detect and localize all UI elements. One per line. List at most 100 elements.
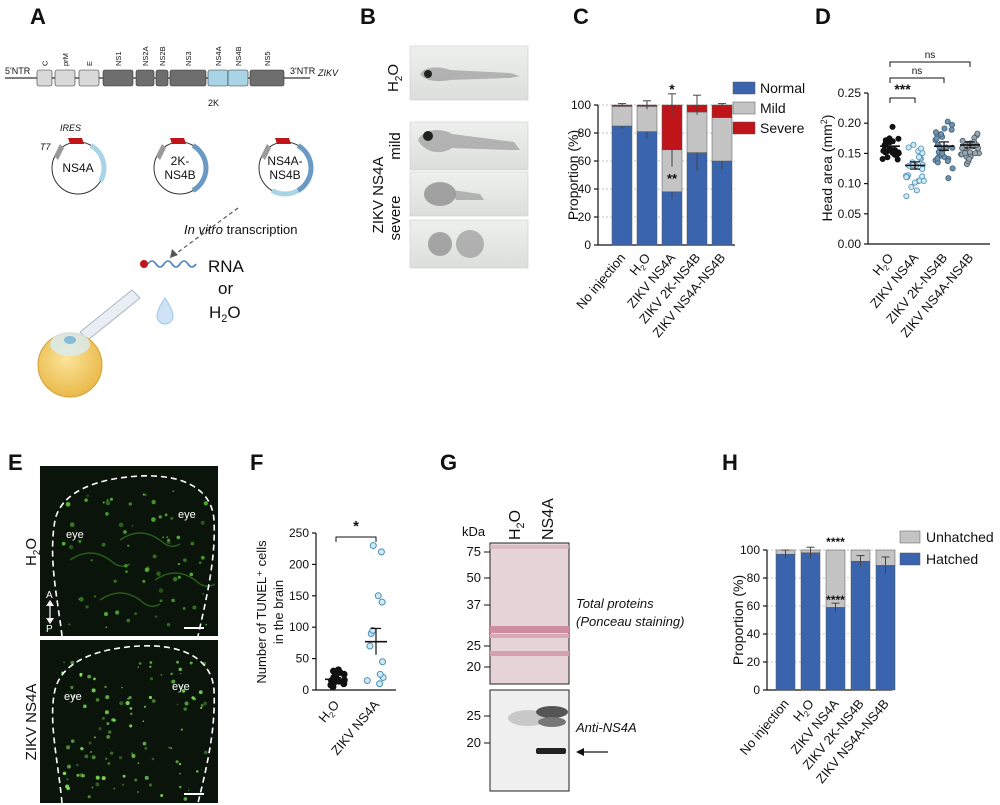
e-speck-top-29 bbox=[105, 626, 108, 629]
c-yticklabel-20: 20 bbox=[578, 210, 592, 224]
d-point-1-4 bbox=[911, 179, 918, 186]
e-speck-top-50 bbox=[166, 622, 171, 627]
d-point-1-22 bbox=[920, 178, 927, 185]
gene-box-NS4B bbox=[227, 69, 249, 87]
panel-e-label: E bbox=[8, 450, 23, 475]
e-speck-bottom-32 bbox=[84, 754, 89, 759]
gene-label-NS4A: NS4A bbox=[214, 46, 223, 66]
plasmid-insert-3 bbox=[296, 143, 314, 193]
e-speck-bottom-51 bbox=[107, 730, 112, 734]
d-yticklabel-0.20: 0.20 bbox=[838, 116, 862, 130]
e-axis-arrow-up bbox=[46, 600, 54, 606]
d-yticklabel-0.10: 0.10 bbox=[838, 177, 862, 191]
micropipette-icon bbox=[79, 289, 141, 341]
e-speck-top-11 bbox=[103, 612, 109, 617]
e-speck-bottom-70 bbox=[200, 703, 204, 707]
e-speck-top-63 bbox=[142, 493, 146, 496]
f-yticklabel-0: 0 bbox=[302, 683, 309, 697]
g-band-75 bbox=[490, 545, 569, 549]
gene-label-NS2B: NS2B bbox=[158, 46, 167, 66]
e-speck-bottom-71 bbox=[70, 685, 74, 690]
c-bar-severe-4 bbox=[711, 104, 733, 118]
g-western-blot bbox=[489, 689, 570, 792]
g-marker-bottom-20: 20 bbox=[467, 735, 481, 750]
d-point-1-24 bbox=[903, 174, 910, 181]
e-fluorescence bbox=[61, 490, 216, 801]
c-yticklabel-60: 60 bbox=[578, 154, 592, 168]
e-speck-top-61 bbox=[151, 517, 156, 522]
e-speck-top-38 bbox=[177, 562, 181, 566]
e-speck-top-33 bbox=[84, 498, 88, 502]
g-marker-bottom-25: 25 bbox=[467, 708, 481, 723]
h-yticklabel-20: 20 bbox=[747, 655, 761, 669]
e-speck-top-12 bbox=[152, 554, 157, 559]
e-speck-bottom-41 bbox=[87, 795, 91, 799]
e-eye-top-left: eye bbox=[66, 529, 84, 541]
plasmid-t7-2 bbox=[156, 144, 166, 160]
e-speck-bottom-93 bbox=[193, 697, 197, 701]
e-speck-bottom-38 bbox=[91, 755, 96, 760]
e-h2o-label: H2O bbox=[23, 538, 43, 566]
h-yticklabel-60: 60 bbox=[747, 599, 761, 613]
e-speck-top-69 bbox=[79, 596, 84, 602]
h-yticklabel-0: 0 bbox=[753, 683, 760, 697]
e-speck-bottom-103 bbox=[107, 762, 111, 765]
d-yticklabel-0.05: 0.05 bbox=[838, 207, 862, 221]
c-yticklabel-100: 100 bbox=[571, 98, 591, 112]
e-speck-top-67 bbox=[172, 490, 175, 492]
e-speck-top-10 bbox=[171, 598, 175, 603]
d-sig-3-bracket bbox=[889, 61, 971, 67]
panel-b: B H2O ZIKV NS4A mild severe bbox=[360, 4, 529, 269]
e-speck-top-66 bbox=[170, 516, 174, 520]
fish-severe-tail bbox=[452, 190, 484, 200]
d-point-2-19 bbox=[941, 125, 948, 132]
e-axis-a: A bbox=[46, 590, 53, 601]
panel-h-label: H bbox=[722, 450, 738, 475]
e-speck-bottom-77 bbox=[195, 770, 199, 773]
d-point-3-25 bbox=[972, 150, 979, 157]
c-legend-label-2: Severe bbox=[760, 120, 805, 136]
h-bar-hatched-4 bbox=[875, 565, 896, 691]
e-speck-bottom-35 bbox=[171, 679, 176, 684]
e-speck-bottom-3 bbox=[90, 751, 92, 753]
fish-mild-body bbox=[418, 130, 520, 153]
f-point-1-0 bbox=[376, 680, 384, 688]
e-speck-bottom-57 bbox=[122, 774, 126, 778]
d-point-3-2 bbox=[959, 137, 966, 144]
rna-cap bbox=[140, 260, 148, 268]
e-speck-bottom-108 bbox=[118, 755, 123, 760]
e-speck-top-31 bbox=[166, 536, 169, 539]
g-label-total: Total proteins bbox=[576, 596, 654, 611]
fish-normal-eye bbox=[424, 70, 432, 78]
e-speck-bottom-64 bbox=[151, 699, 156, 703]
f-yticklabel-150: 150 bbox=[289, 589, 309, 603]
fish-severe2-b bbox=[456, 230, 484, 258]
h-annot-1: **** bbox=[826, 535, 845, 549]
h-yticklabel-80: 80 bbox=[747, 571, 761, 585]
f-yticklabel-200: 200 bbox=[289, 557, 309, 571]
e-vessel-1 bbox=[119, 532, 181, 547]
e-speck-bottom-59 bbox=[93, 736, 96, 739]
c-yticklabel-40: 40 bbox=[578, 182, 592, 196]
e-speck-bottom-37 bbox=[176, 703, 179, 706]
g-markers-top: 75 50 37 25 20 bbox=[467, 544, 490, 674]
e-speck-bottom-89 bbox=[91, 688, 96, 693]
gene-box-NS2B bbox=[155, 69, 169, 87]
e-speck-bottom-87 bbox=[66, 778, 69, 781]
e-speck-top-14 bbox=[134, 612, 138, 616]
e-speck-top-45 bbox=[200, 520, 205, 525]
panel-g: G kDa H2O NS4A 75 50 37 25 20 25 20 Total pro… bbox=[440, 450, 684, 792]
f-sig-bracket bbox=[335, 536, 377, 542]
e-speck-bottom-48 bbox=[93, 677, 96, 681]
ivt-label: In vitro transcription bbox=[184, 222, 297, 237]
e-speck-bottom-76 bbox=[180, 672, 182, 675]
e-speck-top-52 bbox=[106, 498, 109, 501]
d-point-1-2 bbox=[903, 193, 910, 200]
e-speck-bottom-82 bbox=[136, 790, 140, 794]
b-severe-label: severe bbox=[387, 195, 404, 240]
g-band-22 bbox=[490, 651, 569, 656]
d-point-1-18 bbox=[917, 145, 924, 152]
c-yticklabel-80: 80 bbox=[578, 126, 592, 140]
h-xlabel-0: No injection bbox=[737, 696, 792, 758]
e-speck-top-23 bbox=[142, 579, 146, 583]
